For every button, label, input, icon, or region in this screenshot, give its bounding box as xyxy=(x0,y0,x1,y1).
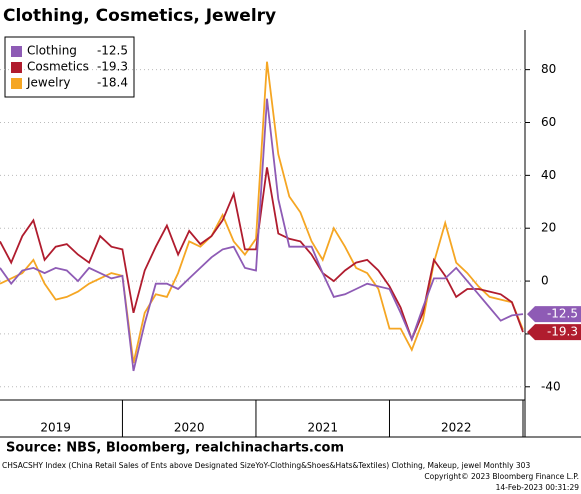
source: Source: NBS, Bloomberg, realchinacharts.… xyxy=(6,441,344,456)
x-tick-label: 2022 xyxy=(441,421,472,435)
y-tick-label: 20 xyxy=(541,221,556,235)
copyright: Copyright© 2023 Bloomberg Finance L.P. xyxy=(424,472,579,481)
legend-swatch xyxy=(11,62,22,73)
legend-swatch xyxy=(11,46,22,57)
y-tick-label: 80 xyxy=(541,62,556,76)
end-tag xyxy=(527,324,581,341)
x-tick-label: 2021 xyxy=(307,421,338,435)
series-line xyxy=(0,98,524,372)
chart-title: Clothing, Cosmetics, Jewelry xyxy=(3,6,276,26)
timestamp: 14-Feb-2023 00:31:29 xyxy=(496,483,580,492)
y-tick-label: 60 xyxy=(541,115,556,129)
legend xyxy=(4,36,135,98)
legend-label: Jewelry xyxy=(26,76,71,90)
legend-label: Clothing xyxy=(27,44,77,58)
legend-value: -19.3 xyxy=(97,60,128,74)
legend-label: Cosmetics xyxy=(27,60,89,74)
legend-swatch xyxy=(11,78,22,89)
y-tick-label: -40 xyxy=(541,379,561,393)
y-tick-label: 0 xyxy=(541,274,549,288)
end-tag xyxy=(527,306,581,323)
y-tick-label: 40 xyxy=(541,168,556,182)
footer: CHSACSHY Index (China Retail Sales of En… xyxy=(2,461,530,470)
x-tick-label: 2019 xyxy=(40,421,71,435)
legend-value: -18.4 xyxy=(97,76,128,90)
series-line xyxy=(0,167,524,342)
series-line xyxy=(0,61,524,364)
end-tag-label: -19.3 xyxy=(547,325,578,339)
x-tick-label: 2020 xyxy=(174,421,205,435)
end-tag-label: -12.5 xyxy=(547,307,578,321)
legend-value: -12.5 xyxy=(97,44,128,58)
